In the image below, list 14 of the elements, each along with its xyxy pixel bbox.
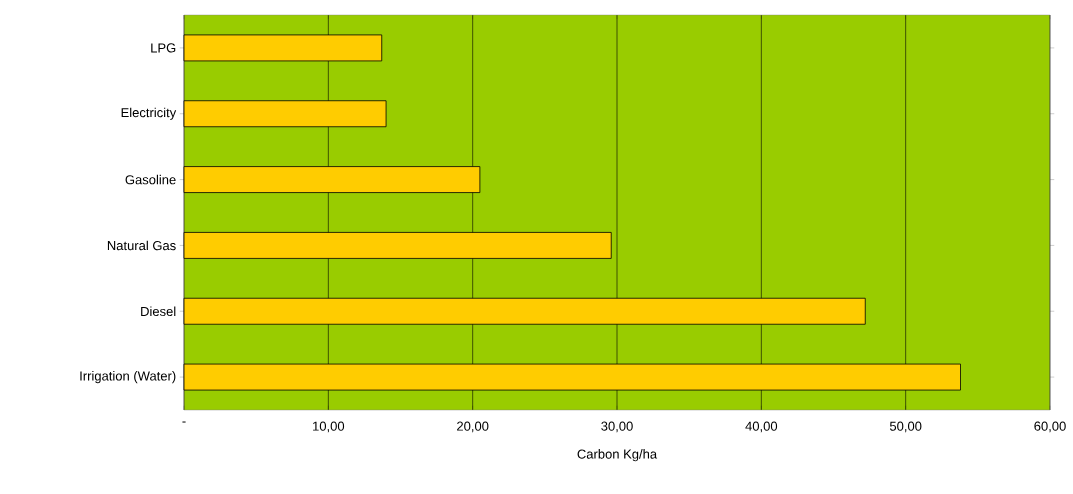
x-tick-label: - [182,421,186,423]
y-tick-label: Electricity [121,107,177,120]
x-tick-label: 30,00 [601,421,633,433]
x-tick-label: 50,00 [889,421,922,433]
x-tick-label: 40,00 [745,421,778,433]
y-tick-label: LPG [151,43,176,53]
x-tick-label: 10,00 [313,421,345,433]
x-tick-label: 60,00 [1034,421,1066,433]
x-axis-title: Carbon Kg/ha [577,449,658,462]
y-tick-label: Natural Gas [107,240,176,251]
y-tick-label: Gasoline [125,174,176,185]
y-tick-label: Diesel [141,306,176,317]
x-tick-label: 20,00 [457,421,489,433]
y-tick-label: Irrigation (Water) [80,371,176,384]
